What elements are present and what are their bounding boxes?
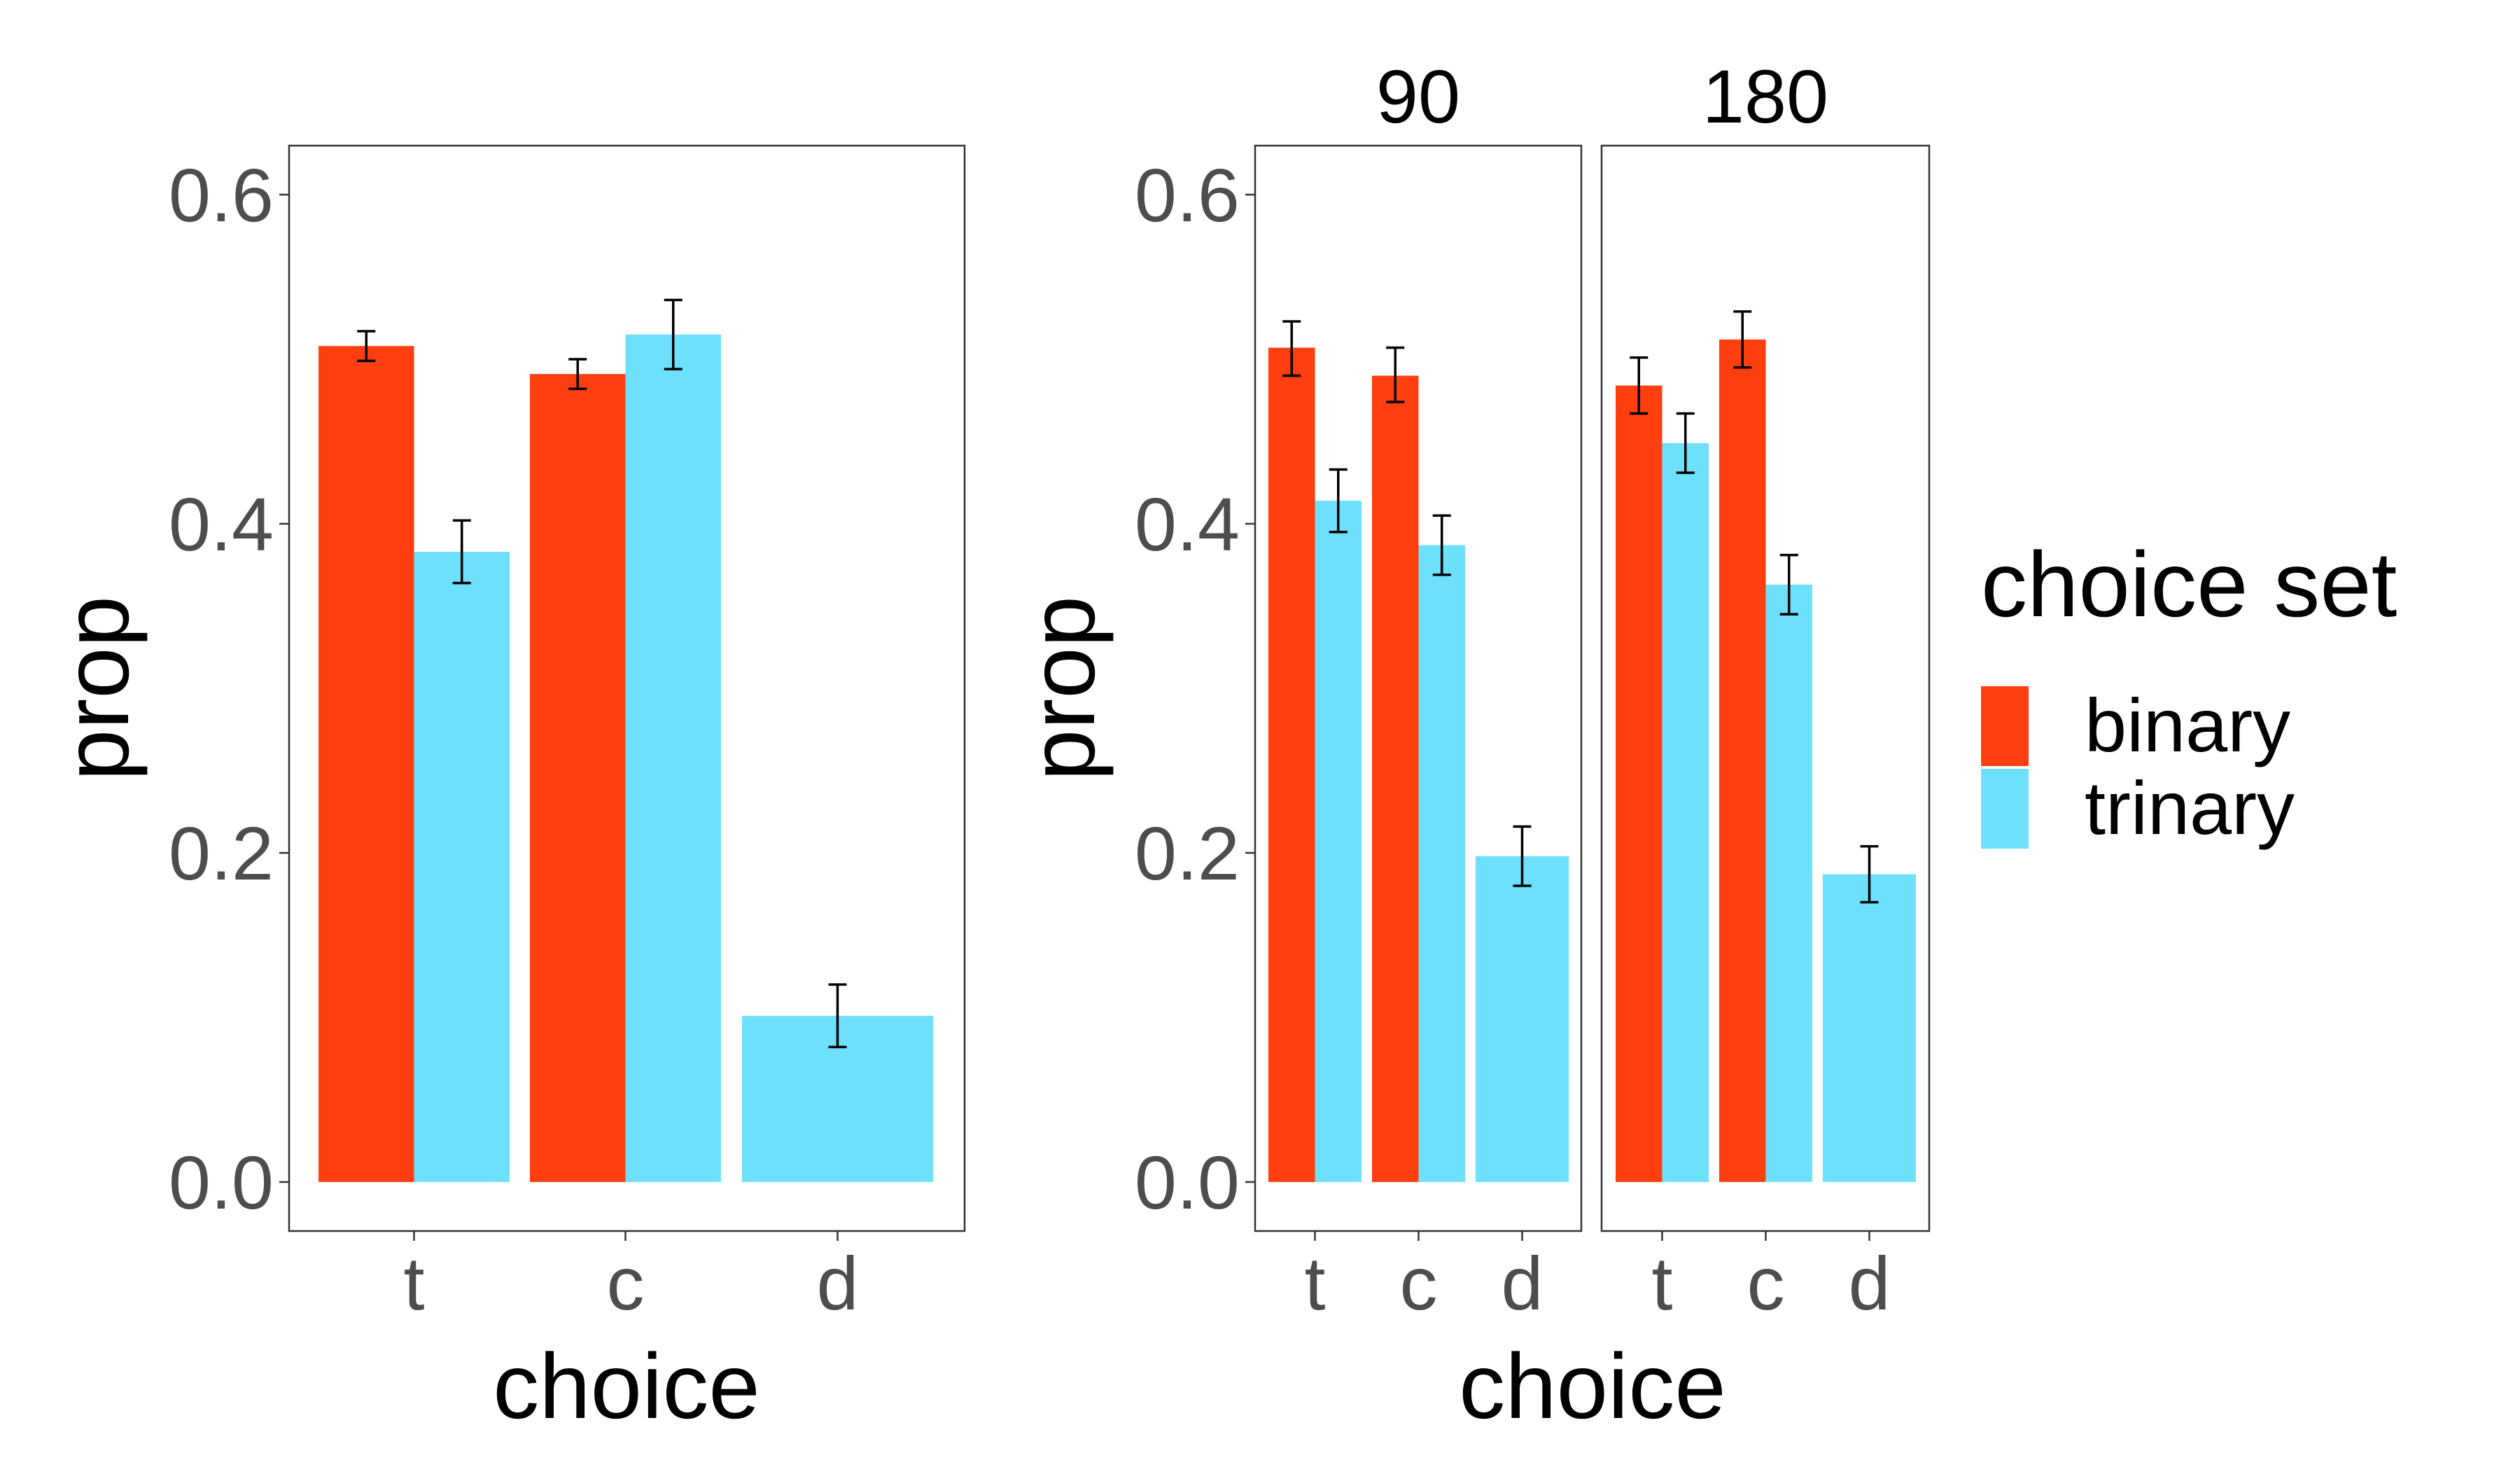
chart2-facet2-x-tick-label-2: d bbox=[1848, 1241, 1890, 1326]
chart2-facet1-x-tick-label-0: t bbox=[1304, 1241, 1325, 1326]
chart1-errorbar-trinary-1 bbox=[664, 298, 682, 370]
chart2-facet1-errorbar-binary-0 bbox=[1282, 320, 1301, 377]
chart2-facet2-x-tick-label-1: c bbox=[1747, 1241, 1785, 1326]
chart1-bar-binary-1 bbox=[530, 374, 626, 1182]
chart1-errorbar-trinary-0 bbox=[452, 519, 471, 585]
chart1-x-tick-label-2: d bbox=[816, 1241, 858, 1326]
chart1-errorbar-binary-1 bbox=[568, 358, 587, 391]
chart2-x-axis-title: choice bbox=[1459, 1335, 1726, 1438]
chart1-y-tick-label-0: 0.0 bbox=[169, 1140, 274, 1225]
chart2-y-axis-title: prop bbox=[1011, 596, 1114, 781]
chart2-facet1-errorbar-trinary-2 bbox=[1513, 825, 1532, 887]
chart1-y-tick-label-3: 0.6 bbox=[169, 153, 274, 237]
chart2-y-tick-label-2: 0.4 bbox=[1135, 482, 1240, 566]
chart1-y-axis-title: prop bbox=[45, 596, 148, 781]
chart2-facet1-errorbar-trinary-1 bbox=[1432, 514, 1451, 576]
chart2-facet2-errorbar-binary-0 bbox=[1630, 356, 1648, 415]
chart2-facet2-x-tick-label-0: t bbox=[1651, 1241, 1672, 1326]
chart2-facet2-bar-trinary-1 bbox=[1765, 584, 1812, 1182]
chart2-facet1-x-tick-label-2: d bbox=[1501, 1241, 1543, 1326]
chart2-facet1-bar-trinary-1 bbox=[1418, 545, 1465, 1182]
chart1-x-tick-label-0: t bbox=[403, 1241, 424, 1326]
chart2-facet2-errorbar-binary-1 bbox=[1733, 310, 1752, 369]
chart2-facet2-bar-trinary-0 bbox=[1662, 443, 1709, 1182]
chart2-y-tick-label-0: 0.0 bbox=[1135, 1140, 1240, 1225]
chart1-errorbar-trinary-2 bbox=[828, 983, 847, 1049]
chart1-bar-binary-0 bbox=[318, 346, 414, 1183]
legend-key-binary bbox=[1981, 686, 2029, 766]
chart1-y-tick-label-1: 0.2 bbox=[169, 811, 274, 896]
chart1-errorbar-binary-0 bbox=[357, 330, 376, 363]
legend-label-binary: binary bbox=[2085, 683, 2290, 767]
legend-title: choice set bbox=[1981, 533, 2397, 636]
chart2-facet1-errorbar-trinary-0 bbox=[1329, 468, 1348, 534]
chart1-bar-trinary-0 bbox=[414, 551, 510, 1182]
chart1-y-tick-label-2: 0.4 bbox=[169, 482, 274, 566]
legend-key-trinary bbox=[1981, 769, 2029, 849]
chart2-facet1-strip-label: 90 bbox=[1376, 54, 1460, 139]
chart2-facet2-bar-trinary-2 bbox=[1823, 874, 1916, 1182]
chart2-facet1-x-tick-label-1: c bbox=[1400, 1241, 1438, 1326]
chart2-facet1-bar-binary-0 bbox=[1268, 347, 1315, 1182]
chart2-facet2-bar-binary-0 bbox=[1616, 385, 1662, 1182]
legend-label-trinary: trinary bbox=[2085, 765, 2295, 850]
chart2-facet1-bar-trinary-2 bbox=[1476, 856, 1569, 1182]
chart2-facet2-errorbar-trinary-1 bbox=[1779, 553, 1798, 616]
chart2-facet2-errorbar-trinary-2 bbox=[1860, 844, 1879, 904]
chart2-y-tick-label-3: 0.6 bbox=[1135, 153, 1240, 237]
chart2-facet1-errorbar-binary-1 bbox=[1386, 346, 1405, 403]
chart2-y-tick-label-1: 0.2 bbox=[1135, 811, 1240, 896]
chart2-facet2-errorbar-trinary-0 bbox=[1676, 412, 1695, 474]
chart2-facet1-bar-binary-1 bbox=[1372, 375, 1419, 1182]
chart1-x-axis-title: choice bbox=[493, 1335, 760, 1438]
chart1-bar-trinary-1 bbox=[625, 334, 721, 1182]
chart1-x-tick-label-1: c bbox=[607, 1241, 645, 1326]
chart1-panel-border bbox=[288, 144, 966, 1232]
chart2-facet2-strip-label: 180 bbox=[1702, 54, 1828, 139]
chart2-facet1-bar-trinary-0 bbox=[1315, 501, 1362, 1182]
chart2-facet2-bar-binary-1 bbox=[1719, 339, 1766, 1182]
